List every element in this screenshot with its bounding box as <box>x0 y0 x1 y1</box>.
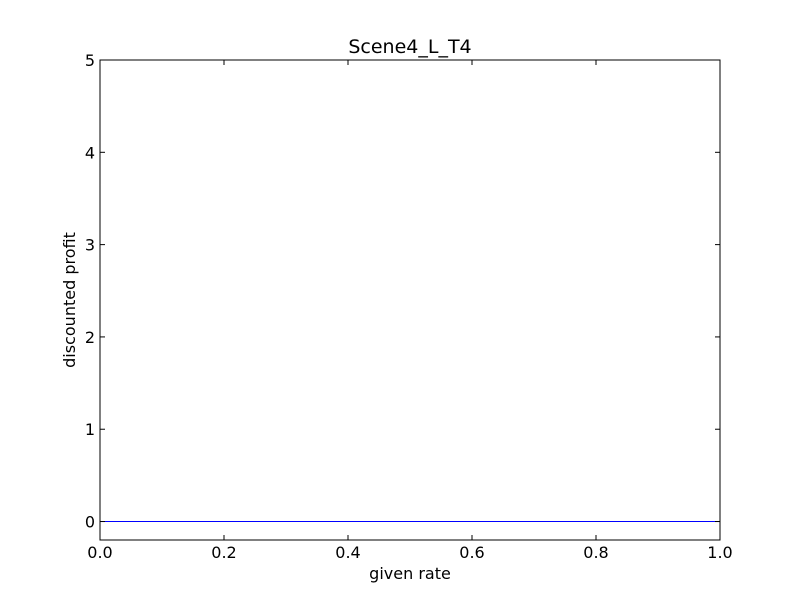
x-tick-label: 1.0 <box>707 543 732 562</box>
x-tick-label: 0.2 <box>211 543 236 562</box>
x-tick-label: 0.4 <box>335 543 360 562</box>
y-tick-label: 1 <box>85 420 95 439</box>
x-tick-label: 0.0 <box>87 543 112 562</box>
y-tick-label: 2 <box>85 328 95 347</box>
x-axis-label: given rate <box>369 564 451 583</box>
x-axis-ticks: 0.0 0.2 0.4 0.6 0.8 1.0 <box>87 60 733 562</box>
plot-frame <box>99 59 721 541</box>
y-axis-label: discounted profit <box>60 232 79 368</box>
y-tick-label: 0 <box>85 513 95 532</box>
y-tick-label: 3 <box>85 236 95 255</box>
y-tick-label: 5 <box>85 51 95 70</box>
y-tick-label: 4 <box>85 143 95 162</box>
x-tick-label: 0.6 <box>459 543 484 562</box>
x-tick-label: 0.8 <box>583 543 608 562</box>
chart-title: Scene4_L_T4 <box>348 36 471 58</box>
y-axis-ticks: 0 1 2 3 4 5 <box>85 51 720 532</box>
